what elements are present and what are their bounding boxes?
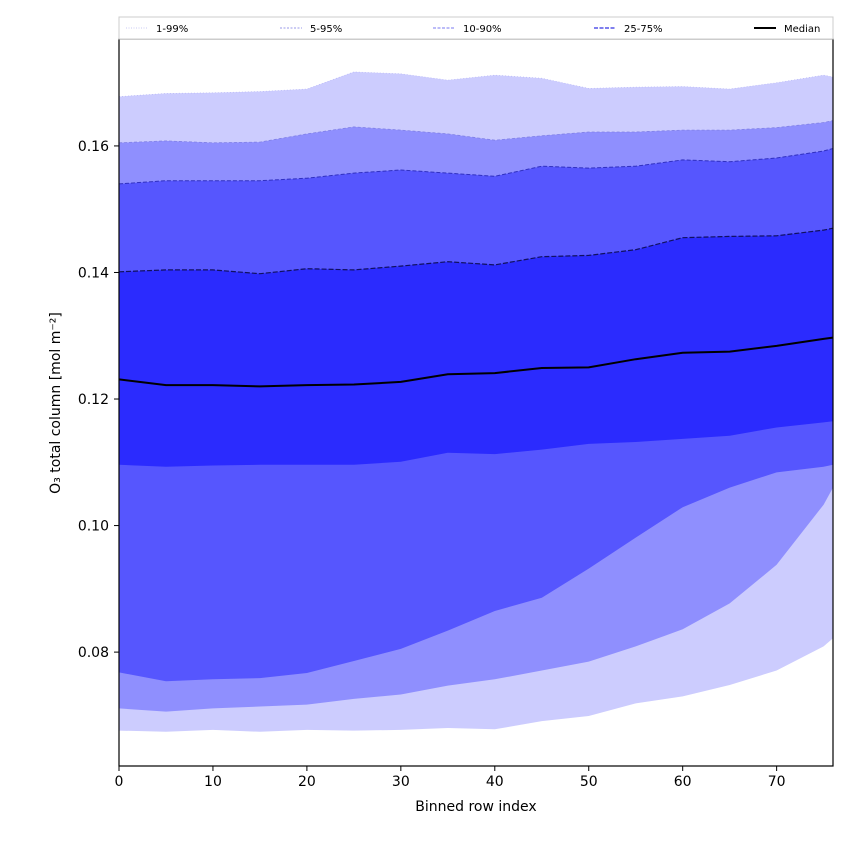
x-tick-label: 20 xyxy=(298,774,316,790)
x-tick-label: 40 xyxy=(486,774,504,790)
y-tick-label: 0.12 xyxy=(78,392,109,408)
legend-label: 25-75% xyxy=(624,24,663,35)
band-edge-lines-layer xyxy=(119,71,833,275)
x-tick-label: 10 xyxy=(204,774,222,790)
y-axis-label: O₃ total column [mol m⁻²] xyxy=(48,312,64,494)
x-tick-label: 0 xyxy=(115,774,124,790)
legend-item-5-95pct: 5-95% xyxy=(280,24,342,35)
median-line xyxy=(119,336,833,388)
x-axis-label: Binned row index xyxy=(415,799,536,815)
y-axis: 0.08 0.10 0.12 0.14 0.16 xyxy=(78,139,119,661)
legend-label: Median xyxy=(784,24,820,35)
legend-label: 5-95% xyxy=(310,24,342,35)
x-tick-label: 30 xyxy=(392,774,410,790)
plot-area xyxy=(119,71,833,732)
y-tick-label: 0.16 xyxy=(78,139,109,155)
band-upper-line-5-95pct xyxy=(119,120,833,144)
x-tick-label: 70 xyxy=(768,774,786,790)
x-tick-label: 60 xyxy=(674,774,692,790)
y-tick-label: 0.14 xyxy=(78,265,109,281)
legend-label: 1-99% xyxy=(156,24,188,35)
legend-label: 10-90% xyxy=(463,24,502,35)
legend-box xyxy=(118,16,834,40)
x-tick-label: 50 xyxy=(580,774,598,790)
legend-item-25-75pct: 25-75% xyxy=(594,24,663,35)
band-25-75pct xyxy=(119,228,833,467)
bands-layer xyxy=(119,71,833,732)
legend: 1-99% 5-95% 10-90% 25-75% Median xyxy=(118,16,834,40)
x-axis: 0 10 20 30 40 50 60 70 xyxy=(115,766,786,790)
legend-item-Median: Median xyxy=(754,24,820,35)
median-layer xyxy=(119,336,833,388)
y-tick-label: 0.08 xyxy=(78,645,109,661)
legend-item-10-90pct: 10-90% xyxy=(433,24,502,35)
y-tick-label: 0.10 xyxy=(78,519,109,535)
legend-item-1-99pct: 1-99% xyxy=(126,24,188,35)
